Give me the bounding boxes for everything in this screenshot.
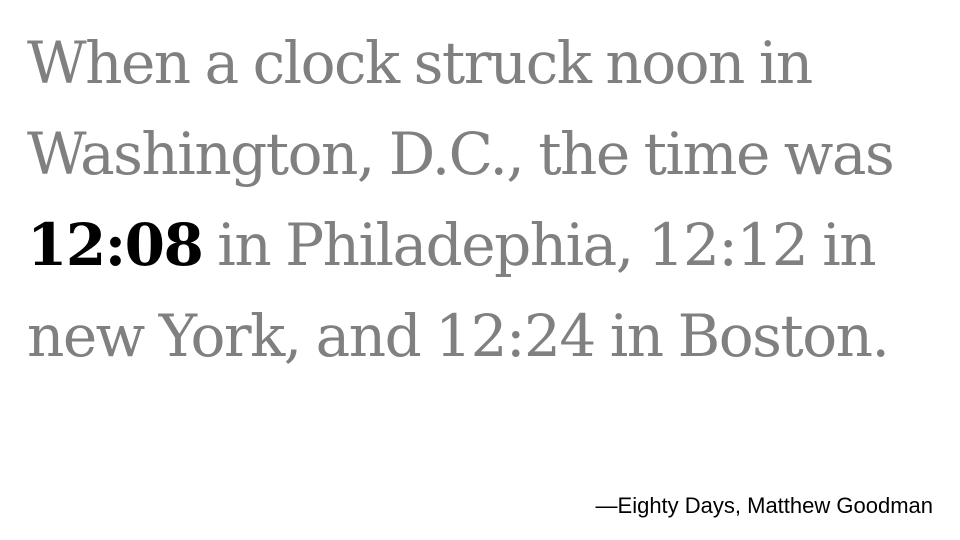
quote-text-after: in Philadephia, 12:12 in new York, and 1… bbox=[27, 211, 890, 370]
quote-text-before: When a clock struck noon in Washington, … bbox=[27, 29, 895, 188]
quote-highlight-time: 12:08 bbox=[27, 211, 204, 279]
quote-attribution: —Eighty Days, Matthew Goodman bbox=[595, 493, 933, 518]
quote-text: When a clock struck noon in Washington, … bbox=[27, 18, 947, 382]
